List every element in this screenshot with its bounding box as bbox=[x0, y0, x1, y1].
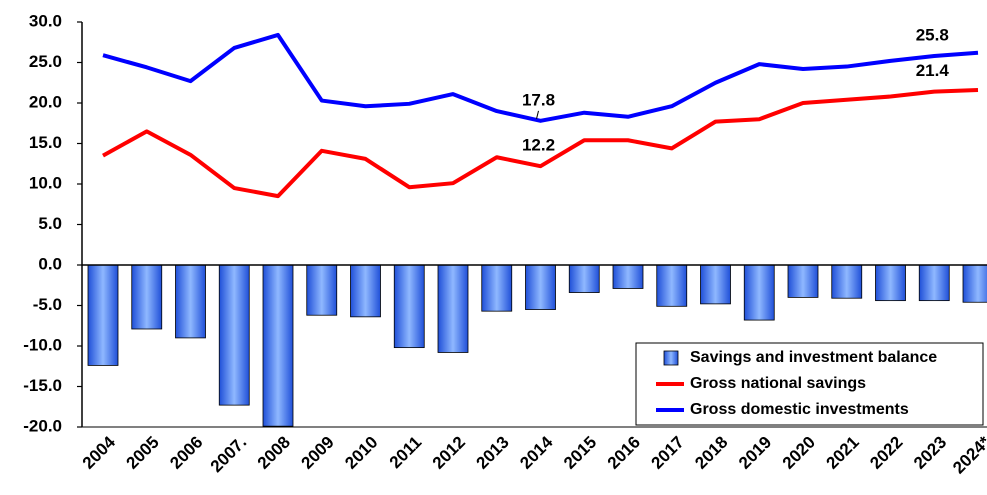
bar bbox=[306, 264, 338, 316]
x-tick-label: 2024* bbox=[949, 432, 987, 477]
x-tick-label: 2008 bbox=[254, 433, 294, 473]
line bbox=[102, 32, 979, 123]
legend-label: Gross national savings bbox=[690, 375, 866, 392]
y-tick-label: 0.0 bbox=[38, 254, 62, 273]
bar bbox=[437, 264, 469, 353]
x-tick-label: 2005 bbox=[123, 433, 163, 473]
bar bbox=[218, 264, 250, 406]
x-tick-label: 2012 bbox=[429, 433, 469, 473]
x-tick-label: 2004 bbox=[79, 432, 120, 473]
legend-label: Gross domestic investments bbox=[690, 401, 909, 418]
y-tick-label: -5.0 bbox=[33, 295, 62, 314]
x-tick-label: 2016 bbox=[604, 433, 644, 473]
y-tick-label: 30.0 bbox=[29, 11, 62, 30]
legend-label: Savings and investment balance bbox=[690, 349, 937, 366]
bar bbox=[831, 264, 863, 299]
data-label: 21.4 bbox=[916, 61, 950, 80]
bar bbox=[525, 264, 556, 310]
bar bbox=[656, 264, 688, 307]
legend-swatch bbox=[663, 350, 679, 366]
x-tick-label: 2013 bbox=[473, 433, 513, 473]
x-tick-label: 2010 bbox=[341, 433, 381, 473]
y-tick-label: 10.0 bbox=[29, 173, 62, 192]
bar bbox=[350, 264, 381, 318]
bar bbox=[612, 264, 644, 289]
bar bbox=[700, 264, 731, 305]
x-tick-label: 2015 bbox=[560, 433, 600, 473]
y-tick-label: 25.0 bbox=[29, 52, 62, 71]
x-tick-label: 2020 bbox=[779, 433, 819, 473]
legend-box bbox=[635, 342, 984, 426]
y-tick-label: -20.0 bbox=[23, 416, 62, 435]
bar bbox=[393, 264, 425, 349]
x-tick-label: 2011 bbox=[386, 433, 426, 473]
bar bbox=[175, 264, 206, 339]
y-tick-label: 5.0 bbox=[38, 214, 62, 233]
data-label: 17.8 bbox=[522, 90, 555, 109]
bar bbox=[87, 264, 119, 366]
x-tick-label: 2023 bbox=[910, 433, 950, 473]
bar bbox=[787, 264, 819, 298]
x-tick-label: 2022 bbox=[866, 433, 906, 473]
bar bbox=[743, 264, 775, 321]
label-leader bbox=[536, 110, 539, 119]
bar bbox=[131, 264, 163, 330]
y-tick-label: 20.0 bbox=[29, 92, 62, 111]
plot-area bbox=[87, 32, 987, 427]
bar bbox=[568, 264, 600, 293]
x-tick-label: 2018 bbox=[691, 433, 731, 473]
x-tick-label: 2007. bbox=[207, 433, 251, 477]
x-tick-label: 2006 bbox=[166, 433, 206, 473]
y-tick-label: 15.0 bbox=[29, 133, 62, 152]
bar bbox=[481, 264, 513, 312]
x-tick-label: 2009 bbox=[298, 433, 338, 473]
x-tick-label: 2019 bbox=[735, 433, 775, 473]
bar bbox=[875, 264, 906, 302]
y-tick-label: -10.0 bbox=[23, 335, 62, 354]
y-tick-label: -15.0 bbox=[23, 376, 62, 395]
x-tick-label: 2014 bbox=[516, 432, 557, 473]
x-tick-label: 2017 bbox=[648, 433, 688, 473]
bar bbox=[962, 264, 987, 303]
data-label: 25.8 bbox=[916, 26, 949, 45]
x-tick-label: 2021 bbox=[823, 433, 863, 473]
bar bbox=[262, 264, 294, 427]
line bbox=[102, 88, 979, 199]
bar bbox=[918, 264, 950, 302]
data-label: 12.2 bbox=[522, 136, 555, 155]
